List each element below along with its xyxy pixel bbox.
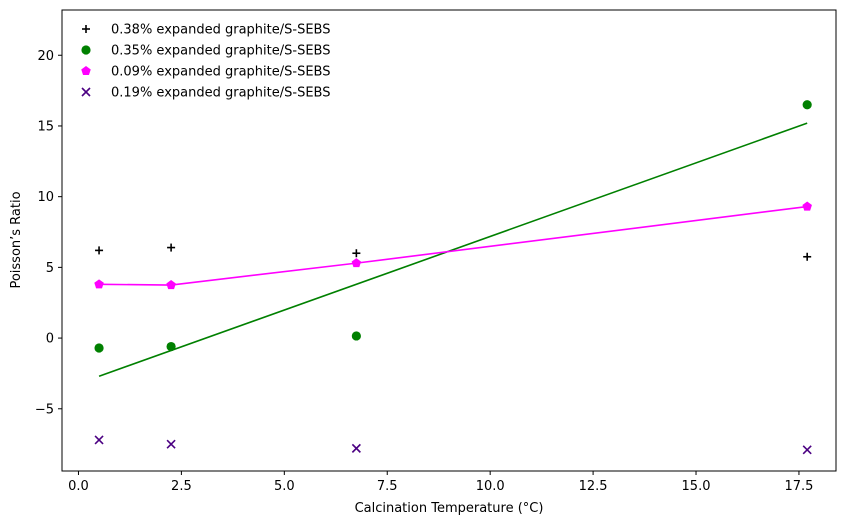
series-1 [95,243,812,261]
data-point [94,343,104,353]
legend-marker [82,25,90,33]
legend-marker [81,45,91,55]
data-point [352,249,361,258]
data-point [802,445,812,455]
data-point [802,201,812,211]
y-tick-label: −5 [35,402,54,417]
data-point [94,435,104,445]
x-tick-label: 15.0 [682,479,711,494]
y-tick-label: 5 [46,261,54,276]
data-point [803,252,812,261]
legend-label: 0.38% expanded graphite/S-SEBS [111,23,330,38]
y-tick-label: 10 [37,190,54,205]
x-tick-label: 2.5 [171,479,192,494]
data-point [166,280,176,290]
data-point [167,243,176,252]
plot-area [94,100,812,455]
x-tick-label: 12.5 [579,479,608,494]
data-point [166,439,176,449]
series-3 [94,201,812,290]
data-point [351,258,362,268]
data-point [351,443,361,453]
y-tick-label: 0 [46,332,54,347]
axes-frame [61,9,837,472]
data-point [94,279,104,289]
series-4 [94,435,812,455]
legend-marker [81,87,91,97]
series-line [99,205,808,286]
x-axis: 0.0 2.5 5.0 7.5 10.0 12.5 15.0 17.5 [68,471,813,494]
x-tick-label: 5.0 [274,479,295,494]
data-point [166,341,176,352]
x-tick-label: 17.5 [784,479,813,494]
x-tick-label: 7.5 [377,479,398,494]
data-point [351,331,361,341]
y-tick-label: 20 [37,49,54,64]
y-axis-label: Poisson’s Ratio [9,191,24,288]
legend-label: 0.19% expanded graphite/S-SEBS [111,86,330,101]
legend-item: 0.09% expanded graphite/S-SEBS [81,65,330,80]
legend: 0.38% expanded graphite/S-SEBS 0.35% expa… [81,23,330,101]
legend-marker [81,66,91,76]
fit-line [98,122,808,378]
y-tick-label: 15 [37,119,54,134]
legend-item: 0.19% expanded graphite/S-SEBS [81,86,330,101]
x-tick-label: 0.0 [68,479,89,494]
data-point [95,246,104,255]
legend-item: 0.35% expanded graphite/S-SEBS [81,44,330,59]
legend-item: 0.38% expanded graphite/S-SEBS [82,23,330,38]
y-axis: −5 0 5 10 15 20 [35,49,62,417]
x-axis-label: Calcination Temperature (°C) [355,501,544,516]
legend-label: 0.35% expanded graphite/S-SEBS [111,44,330,59]
series-2 [94,100,812,378]
x-tick-label: 10.0 [476,479,505,494]
data-point [802,100,812,110]
legend-label: 0.09% expanded graphite/S-SEBS [111,65,330,80]
